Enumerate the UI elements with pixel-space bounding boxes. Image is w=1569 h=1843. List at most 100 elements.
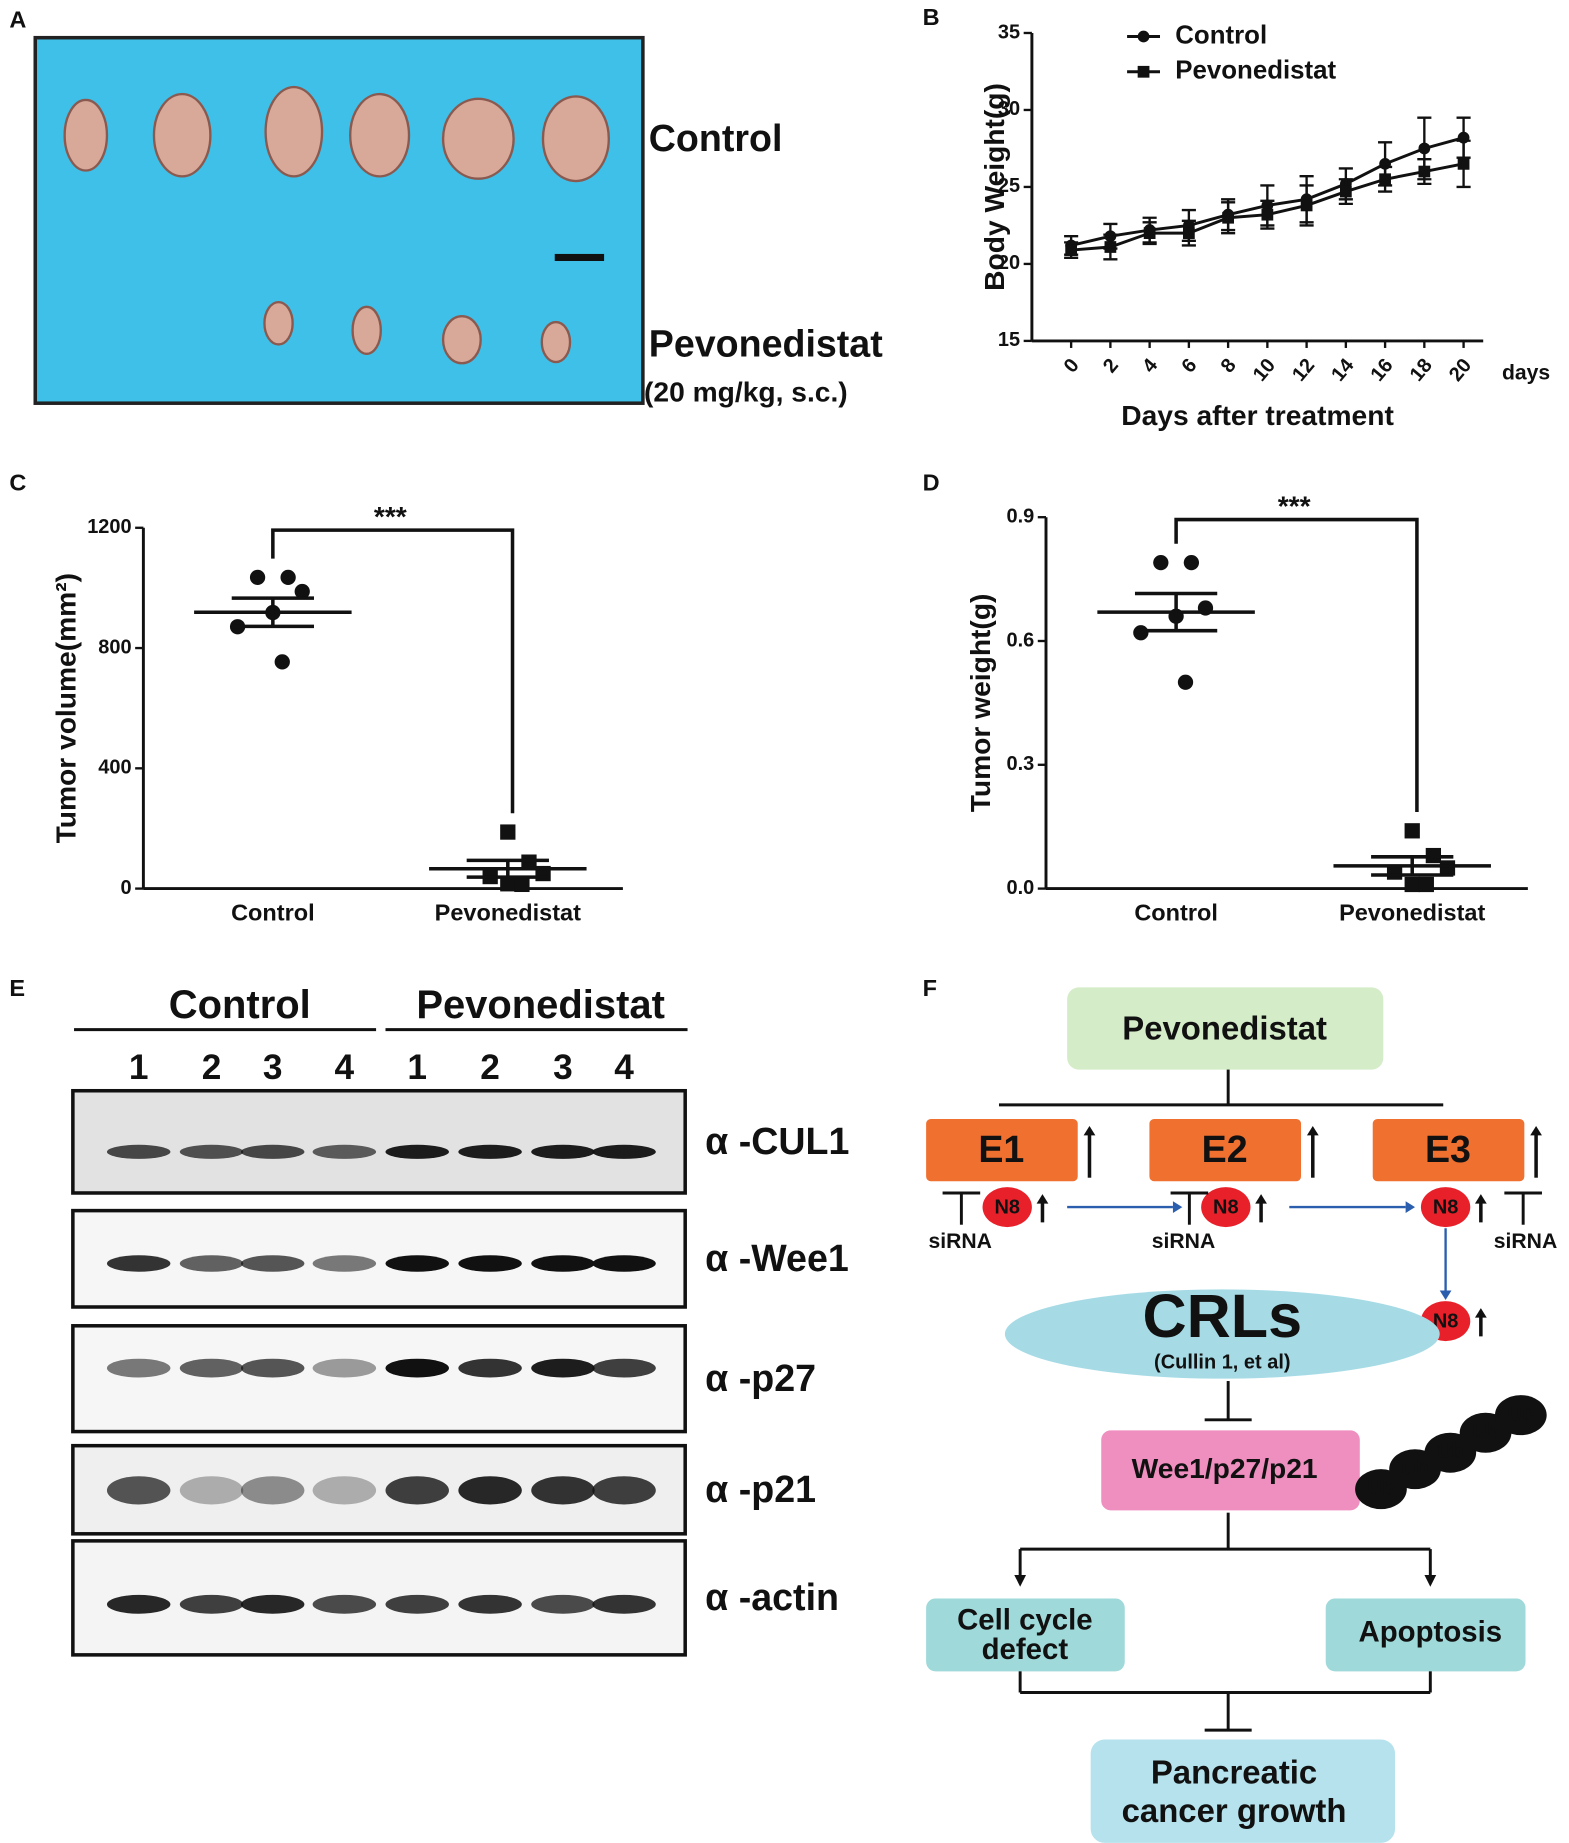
band <box>312 1255 377 1272</box>
x-tick-label: 8 <box>1217 355 1241 378</box>
band <box>531 1594 595 1614</box>
y-tick-label: 0.9 <box>1006 505 1034 527</box>
sirna-label: siRNA <box>928 1230 991 1253</box>
band <box>458 1144 522 1159</box>
ub-bead <box>1494 1395 1547 1436</box>
lane-label: 2 <box>480 1048 500 1087</box>
legend-label: Control <box>1175 21 1267 49</box>
sem-bar <box>1134 591 1218 633</box>
tumor <box>441 315 482 365</box>
data-point <box>1153 554 1169 571</box>
data-point <box>274 654 290 670</box>
group-label: Control <box>169 983 311 1027</box>
band <box>458 1358 522 1378</box>
band <box>458 1255 522 1272</box>
tumor <box>263 300 294 346</box>
legend-marker <box>1137 30 1150 43</box>
lane-label: 3 <box>553 1048 573 1087</box>
y-axis-title: Tumor weight(g) <box>964 594 996 813</box>
data-point <box>1339 185 1352 198</box>
y-axis-title: Tumor volume(mm²) <box>50 573 82 843</box>
band <box>240 1358 305 1378</box>
ub-label: Ub <box>1508 1403 1535 1425</box>
band <box>240 1255 305 1272</box>
x-tick-label: 6 <box>1177 355 1201 378</box>
ub-label: Ub <box>1402 1457 1429 1479</box>
band <box>592 1358 656 1378</box>
enzyme-box <box>926 1118 1078 1182</box>
data-point <box>1418 876 1434 893</box>
significance-bracket <box>1174 517 1419 813</box>
band <box>592 1144 656 1159</box>
ub-label: Ub <box>1437 1441 1464 1463</box>
y-tick-label: 20 <box>998 252 1020 274</box>
lane-label: 2 <box>202 1048 222 1087</box>
antibody-label: α -actin <box>705 1576 839 1618</box>
arrow-head <box>1439 1290 1452 1300</box>
data-point <box>1457 157 1470 170</box>
antibody-label: α -Wee1 <box>705 1237 849 1279</box>
blot <box>71 1088 687 1195</box>
data-point <box>1261 208 1274 221</box>
data-point <box>1177 674 1194 690</box>
panel-letter: B <box>923 4 940 30</box>
n8-badge <box>1420 1187 1471 1228</box>
band <box>106 1358 171 1378</box>
data-point <box>280 569 296 586</box>
data-point <box>500 824 516 840</box>
lane-label: 4 <box>335 1048 355 1087</box>
band <box>179 1594 244 1614</box>
significance-bracket <box>271 528 515 814</box>
band <box>458 1594 522 1614</box>
y-tick-label: 0.0 <box>1006 877 1034 899</box>
data-point <box>514 876 530 893</box>
x-tick-label: Control <box>231 900 315 926</box>
arrow-head <box>1474 1308 1487 1318</box>
result-box <box>1090 1739 1396 1843</box>
n8-badge <box>1201 1187 1251 1228</box>
result-label: cancer growth <box>1122 1792 1347 1829</box>
band <box>179 1358 244 1378</box>
panel-letter: A <box>9 6 26 32</box>
tumor <box>63 98 109 172</box>
outcome-label: Cell cycle <box>957 1604 1093 1637</box>
band <box>531 1358 595 1378</box>
outcome-box <box>1325 1598 1526 1672</box>
band <box>106 1476 171 1505</box>
band <box>179 1255 244 1272</box>
panel-letter: D <box>923 469 940 495</box>
blot <box>71 1324 687 1434</box>
band <box>240 1476 305 1505</box>
n8-label: N8 <box>1433 1197 1459 1219</box>
band <box>592 1594 656 1614</box>
legend-marker <box>1137 65 1150 78</box>
drug-box <box>1067 987 1384 1070</box>
band <box>179 1476 244 1505</box>
x-tick-label: 20 <box>1445 355 1476 386</box>
arrow-head <box>1405 1201 1416 1213</box>
x-tick-label: 16 <box>1367 355 1398 386</box>
y-axis-title: Body Weight(g) <box>978 83 1010 291</box>
data-point <box>1065 244 1078 256</box>
band <box>385 1476 449 1505</box>
enzyme-label: E2 <box>1202 1128 1248 1170</box>
data-point <box>1404 876 1420 893</box>
antibody-label: α -CUL1 <box>705 1120 849 1162</box>
band <box>385 1255 449 1272</box>
enzyme-label: E1 <box>978 1128 1024 1170</box>
y-tick-label: 0.3 <box>1006 753 1034 775</box>
ub-label: Ub <box>1368 1477 1395 1499</box>
row-label: Control <box>649 117 783 159</box>
x-tick-label: 12 <box>1288 355 1319 386</box>
complex-detail: (Cullin 1, et al) <box>1154 1352 1290 1374</box>
substrate-box <box>1101 1430 1360 1511</box>
tumor <box>541 95 610 183</box>
sirna-label: siRNA <box>1152 1230 1215 1253</box>
enzyme-box <box>1149 1118 1302 1182</box>
data-point <box>1418 165 1431 178</box>
band <box>240 1594 305 1614</box>
band <box>531 1255 595 1272</box>
tumor <box>152 92 212 178</box>
band <box>106 1255 171 1272</box>
complex-shape <box>1004 1289 1440 1379</box>
